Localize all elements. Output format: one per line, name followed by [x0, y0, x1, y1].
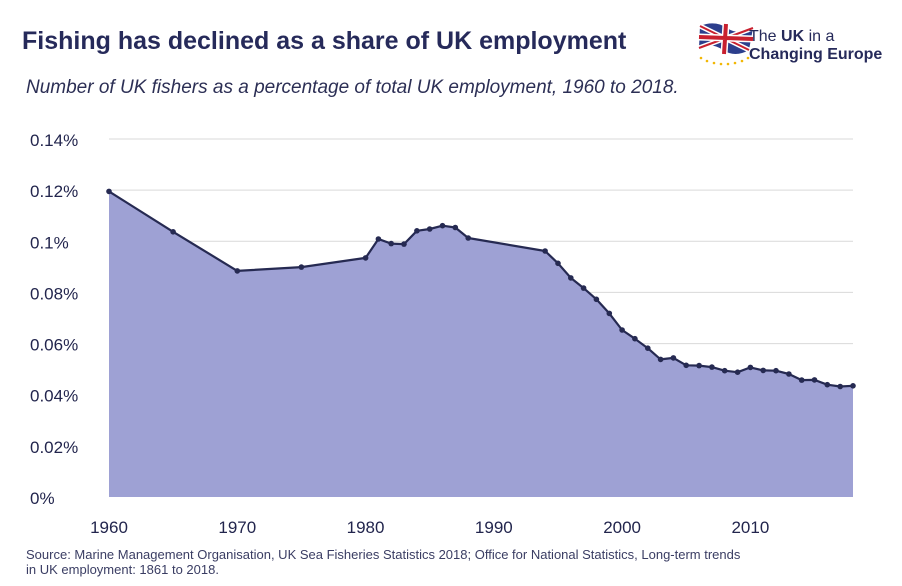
data-point — [786, 371, 792, 377]
y-tick-label: 0.02% — [30, 438, 78, 457]
logo-line2: Changing Europe — [749, 46, 883, 63]
area-fill — [109, 191, 853, 497]
data-point — [657, 356, 664, 363]
y-tick-label: 0.04% — [30, 387, 78, 406]
x-axis-ticks: 1960 1970 1980 1990 2000 2010 — [90, 518, 769, 537]
data-point — [811, 377, 818, 383]
logo-uk: UK — [781, 28, 805, 45]
data-point — [850, 383, 856, 389]
y-tick-label: 0.14% — [30, 131, 78, 150]
data-points — [106, 188, 856, 390]
source-line-2: in UK employment: 1861 to 2018. — [26, 562, 219, 577]
data-point — [709, 364, 715, 370]
data-point — [362, 255, 369, 261]
data-point — [747, 364, 754, 371]
chart-title: Fishing has declined as a share of UK em… — [22, 27, 627, 55]
data-point — [645, 345, 651, 352]
logo-text: The UK in a Changing Europe — [749, 28, 882, 64]
y-tick-label: 0.08% — [30, 284, 78, 303]
data-point — [439, 222, 446, 229]
data-point — [670, 355, 677, 361]
data-point — [632, 335, 638, 342]
x-tick-label: 2000 — [603, 518, 641, 537]
data-point — [696, 362, 702, 369]
logo: The UK in a Changing Europe — [697, 20, 887, 66]
data-point — [773, 367, 779, 374]
data-point — [606, 310, 613, 317]
source-note: Source: Marine Management Organisation, … — [26, 547, 876, 577]
logo-line1: The UK in a — [749, 28, 882, 46]
area-chart: 0% 0.02% 0.04% 0.06% 0.08% 0.1% 0.12% 0.14% 196… — [30, 131, 856, 537]
data-point — [414, 228, 420, 234]
data-point — [234, 268, 241, 274]
x-tick-label: 1980 — [347, 518, 385, 537]
data-point — [452, 224, 459, 231]
y-tick-label: 0.12% — [30, 182, 78, 201]
data-point — [824, 381, 831, 388]
y-tick-label: 0.06% — [30, 336, 78, 355]
data-point — [106, 188, 112, 195]
data-point — [542, 248, 548, 254]
x-tick-label: 1990 — [475, 518, 513, 537]
data-point — [401, 241, 407, 247]
data-point — [465, 235, 472, 241]
data-point — [619, 327, 625, 333]
data-point — [375, 236, 382, 242]
x-tick-label: 1970 — [218, 518, 256, 537]
data-point — [568, 275, 574, 281]
x-tick-label: 1960 — [90, 518, 128, 537]
data-point — [683, 362, 689, 369]
source-line-1: Source: Marine Management Organisation, … — [26, 547, 741, 562]
y-axis-ticks: 0% 0.02% 0.04% 0.06% 0.08% 0.1% 0.12% 0.14% — [30, 131, 78, 508]
data-point — [298, 264, 305, 270]
chart-subtitle: Number of UK fishers as a percentage of … — [26, 77, 679, 98]
data-point — [170, 229, 176, 235]
data-point — [734, 369, 741, 376]
x-tick-label: 2010 — [731, 518, 769, 537]
area-layer — [109, 191, 853, 497]
data-point — [426, 226, 433, 232]
logo-suffix: in a — [804, 28, 835, 45]
data-point — [760, 367, 766, 374]
y-tick-label: 0% — [30, 489, 55, 508]
data-point — [593, 296, 600, 303]
data-point — [721, 367, 728, 374]
logo-prefix: The — [749, 28, 782, 45]
y-tick-label: 0.1% — [30, 233, 69, 252]
data-point — [555, 260, 561, 267]
data-point — [388, 240, 395, 247]
union-flag-icon — [698, 23, 754, 66]
data-point — [580, 285, 587, 291]
data-point — [798, 377, 805, 383]
data-point — [837, 383, 843, 390]
